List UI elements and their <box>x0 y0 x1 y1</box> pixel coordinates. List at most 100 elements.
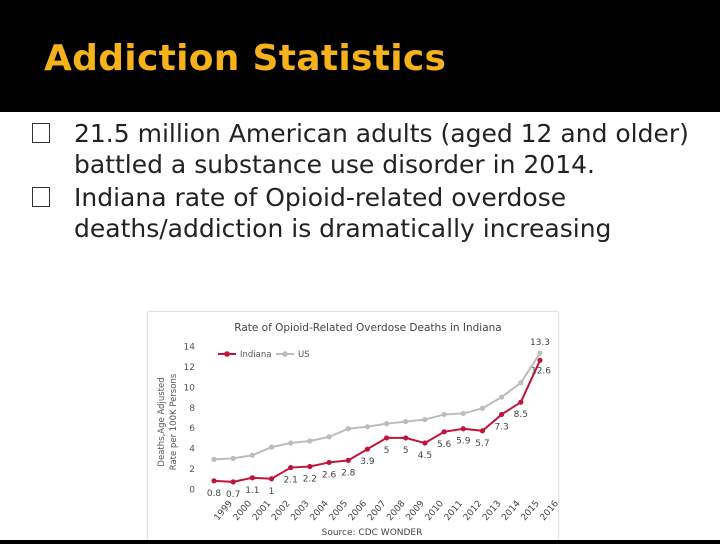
bullet-item: Indiana rate of Opioid-related overdose … <box>32 182 712 244</box>
x-tick-label: 2001 <box>251 499 273 523</box>
y-tick-label: 12 <box>184 363 195 373</box>
slide-title: Addiction Statistics <box>44 38 447 79</box>
x-tick-label: 2006 <box>347 499 370 523</box>
data-point-indiana <box>537 357 543 363</box>
data-label-indiana: 2.8 <box>341 468 356 478</box>
y-axis-label-line1: Deaths,Age Adjusted <box>157 377 167 466</box>
bullet-box-icon <box>32 123 50 143</box>
data-label-indiana: 5.7 <box>475 439 489 449</box>
line-chart: Rate of Opioid-Related Overdose Deaths i… <box>157 322 561 538</box>
data-point-us <box>537 350 543 356</box>
data-point-us <box>288 440 294 446</box>
y-axis-label-line2: Rate per 100K Persons <box>169 373 179 470</box>
data-label-indiana: 5 <box>403 446 409 456</box>
data-point-indiana <box>211 478 217 484</box>
x-tick-label: 2010 <box>424 499 447 523</box>
data-point-us <box>460 410 466 417</box>
data-label-indiana: 2.1 <box>284 476 298 486</box>
data-point-indiana <box>441 429 447 435</box>
legend-label-indiana: Indiana <box>240 350 271 360</box>
x-tick-label: 2002 <box>270 499 292 523</box>
bullet-box-icon <box>32 187 50 207</box>
x-tick-label: 2013 <box>481 499 503 523</box>
legend-marker-us <box>282 351 288 357</box>
series-line-us <box>213 352 541 461</box>
data-point-us <box>479 405 486 411</box>
data-label-us: 13.3 <box>530 338 550 348</box>
data-point-us <box>211 456 217 462</box>
x-tick-label: 2004 <box>309 499 332 523</box>
title-bar: Addiction Statistics <box>0 0 720 112</box>
data-point-indiana <box>307 463 313 470</box>
data-point-indiana <box>326 459 332 466</box>
data-label-indiana: 2.2 <box>303 475 317 485</box>
y-tick-label: 0 <box>189 486 195 496</box>
chart-source: Source: CDC WONDER <box>322 528 423 538</box>
data-label-indiana: 0.8 <box>207 489 222 499</box>
data-point-us <box>518 380 524 386</box>
bullet-item: 21.5 million American adults (aged 12 an… <box>32 118 712 180</box>
x-tick-label: 2007 <box>366 499 388 523</box>
data-point-indiana <box>383 435 390 441</box>
x-tick-label: 2009 <box>404 499 427 523</box>
bullet-text: Indiana rate of Opioid-related overdose … <box>74 183 612 243</box>
x-tick-label: 2012 <box>462 499 484 523</box>
data-point-us <box>364 424 371 430</box>
x-tick-label: 2003 <box>289 499 311 523</box>
legend-marker-indiana <box>224 351 230 357</box>
y-tick-label: 6 <box>189 424 195 434</box>
data-label-indiana: 0.7 <box>226 490 240 500</box>
y-tick-label: 14 <box>184 343 196 353</box>
data-point-indiana <box>499 411 505 418</box>
data-label-indiana: 5.9 <box>456 437 471 447</box>
data-label-indiana: 3.9 <box>360 457 375 467</box>
data-point-us <box>499 394 505 400</box>
data-label-indiana: 7.3 <box>494 422 508 432</box>
slide-content: 21.5 million American adults (aged 12 an… <box>0 112 720 540</box>
data-point-us <box>268 444 275 450</box>
y-tick-label: 2 <box>189 465 195 475</box>
data-label-indiana: 2.6 <box>322 470 337 480</box>
data-point-us <box>441 411 447 418</box>
data-point-indiana <box>230 479 236 485</box>
chart-title: Rate of Opioid-Related Overdose Deaths i… <box>234 322 501 334</box>
data-point-indiana <box>460 426 466 432</box>
data-point-indiana <box>364 446 371 452</box>
bullet-list: 21.5 million American adults (aged 12 an… <box>32 118 712 246</box>
data-point-us <box>307 438 313 444</box>
data-label-indiana: 5 <box>384 446 390 456</box>
chart-image: Rate of Opioid-Related Overdose Deaths i… <box>148 312 561 540</box>
data-label-indiana: 4.5 <box>418 451 432 461</box>
data-label-indiana: 1 <box>269 487 275 497</box>
y-tick-label: 4 <box>189 445 195 455</box>
data-point-us <box>403 418 409 425</box>
data-label-indiana: 1.1 <box>245 486 259 496</box>
data-point-indiana <box>518 399 524 405</box>
data-point-indiana <box>288 464 294 471</box>
x-tick-label: 2011 <box>443 499 465 523</box>
data-point-us <box>383 421 390 427</box>
x-tick-label: 2014 <box>500 499 523 523</box>
data-label-indiana: 8.5 <box>514 410 528 420</box>
x-tick-label: 2008 <box>385 499 408 523</box>
data-point-indiana <box>403 435 409 441</box>
y-tick-label: 8 <box>189 404 195 414</box>
series-line-indiana <box>213 359 541 483</box>
bullet-text: 21.5 million American adults (aged 12 an… <box>74 119 689 179</box>
data-point-us <box>345 426 351 432</box>
data-point-us <box>230 455 236 461</box>
data-point-indiana <box>479 428 486 434</box>
legend-label-us: US <box>298 350 310 360</box>
x-tick-label: 2000 <box>232 499 255 523</box>
x-tick-label: 2016 <box>539 499 558 523</box>
data-label-indiana: 12.6 <box>531 366 551 376</box>
data-label-indiana: 5.6 <box>437 440 452 450</box>
x-tick-label: 1999 <box>213 499 236 523</box>
data-point-indiana <box>345 457 351 463</box>
y-tick-label: 10 <box>184 383 196 393</box>
data-point-indiana <box>249 475 255 481</box>
x-tick-label: 2005 <box>328 499 350 523</box>
data-point-us <box>326 434 332 440</box>
data-point-us <box>422 416 428 423</box>
data-point-indiana <box>268 476 275 482</box>
